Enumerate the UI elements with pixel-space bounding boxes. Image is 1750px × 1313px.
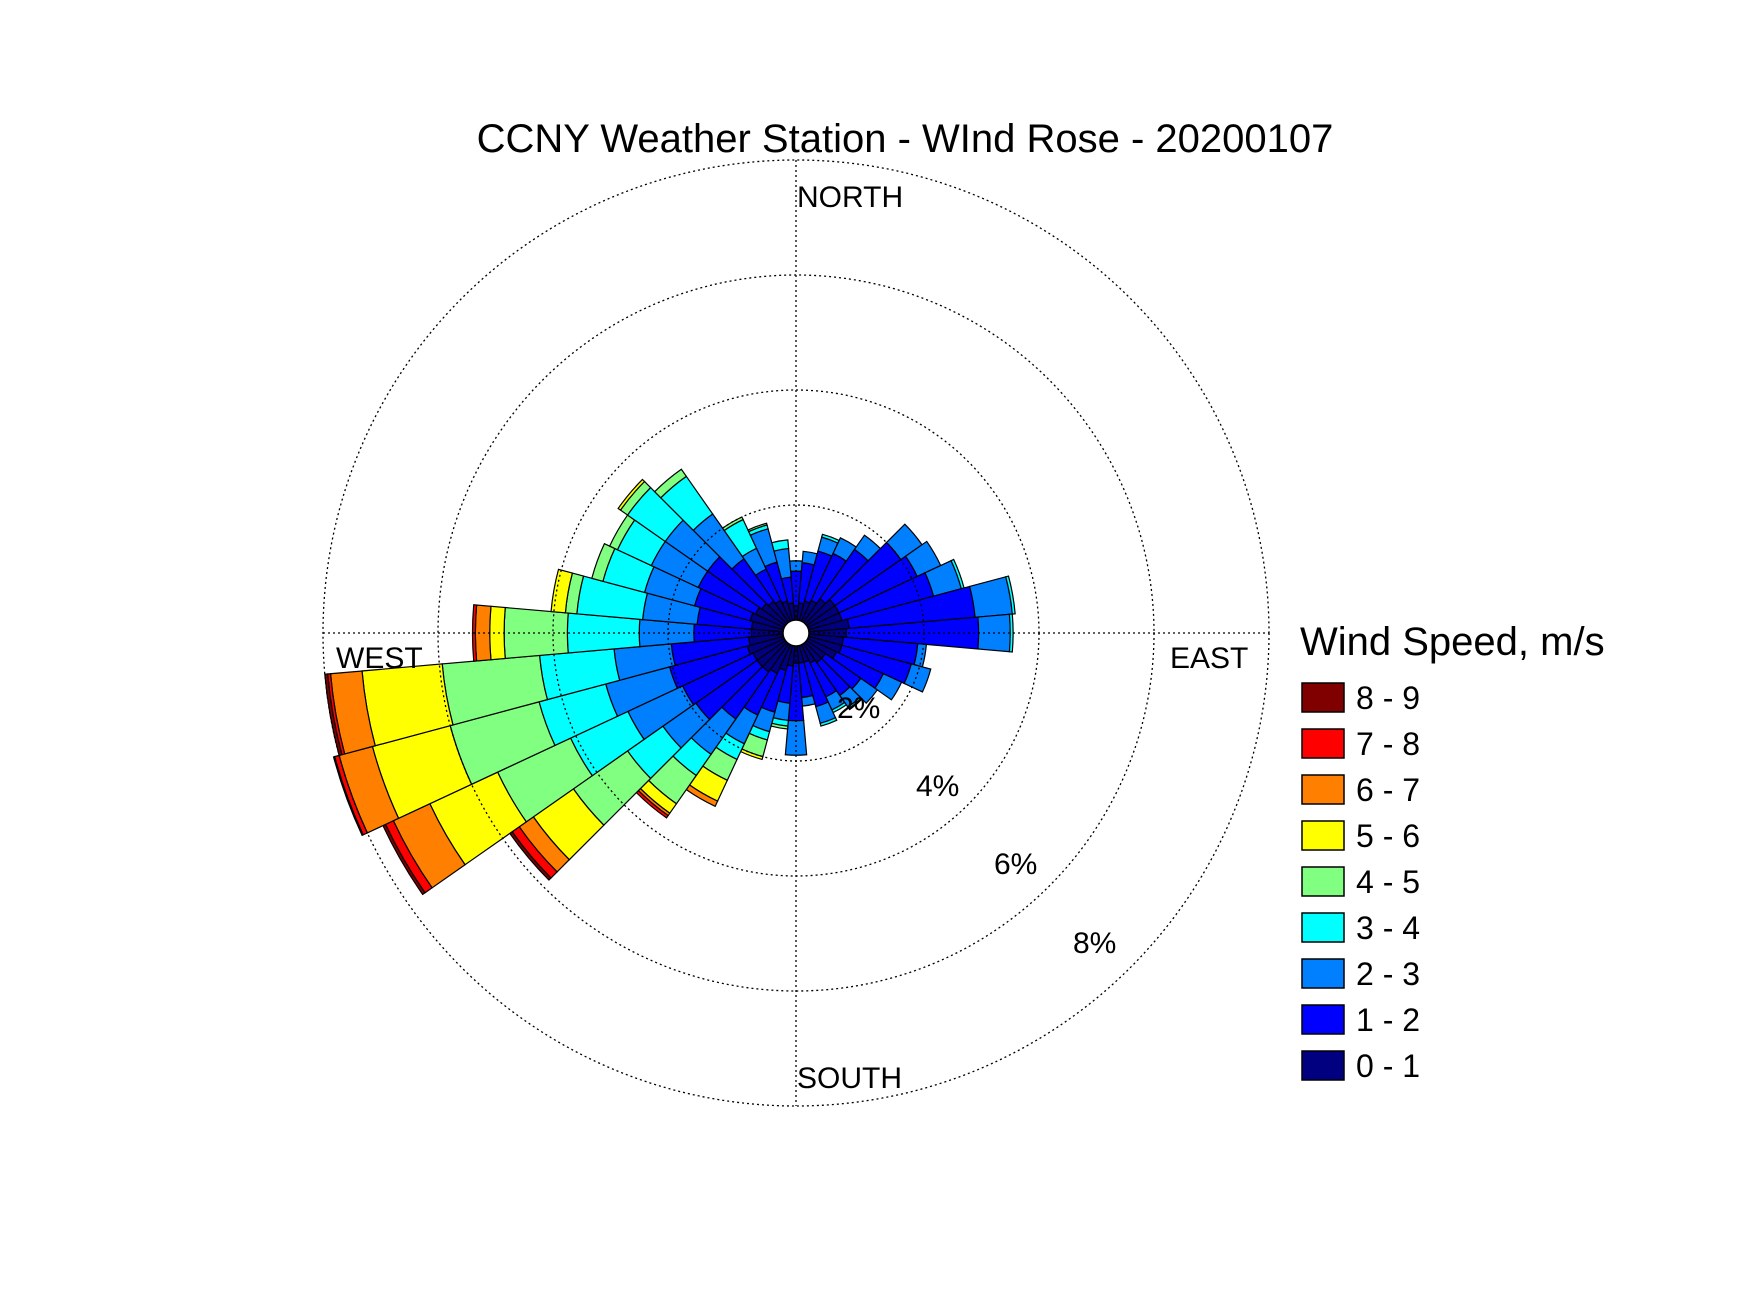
sector-130-bin-2-3 <box>851 677 879 705</box>
direction-label-south: SOUTH <box>797 1062 902 1095</box>
sector-120-bin-2-3 <box>874 672 903 701</box>
sector-250-bin-8-9 <box>332 755 364 837</box>
sector-320-bin-4-5 <box>653 468 688 499</box>
sector-170-bin-2-3 <box>800 694 816 707</box>
legend-title: Wind Speed, m/s <box>1300 620 1605 664</box>
legend-swatch <box>1301 774 1345 805</box>
direction-label-east: EAST <box>1170 642 1248 675</box>
legend-swatch <box>1301 866 1345 897</box>
sector-140-bin-4-5 <box>848 697 863 711</box>
sector-290-bin-4-5 <box>591 542 616 583</box>
ring-label-2: 2% <box>837 692 880 725</box>
legend: Wind Speed, m/s 8 - 9 7 - 8 6 - 7 5 - 6 4 - … <box>1300 620 1605 1084</box>
legend-label: 6 - 7 <box>1356 772 1420 808</box>
direction-label-north: NORTH <box>797 181 903 214</box>
legend-label: 8 - 9 <box>1356 680 1420 716</box>
legend-label: 4 - 5 <box>1356 864 1420 900</box>
legend-label: 1 - 2 <box>1356 1002 1420 1038</box>
sector-260-bin-8-9 <box>324 673 343 757</box>
center-hole <box>782 619 810 647</box>
legend-label: 3 - 4 <box>1356 910 1420 946</box>
sector-80-bin-2-3 <box>968 576 1013 618</box>
legend-label: 5 - 6 <box>1356 818 1420 854</box>
sector-280-bin-5-6 <box>550 568 574 614</box>
legend-swatch <box>1301 682 1345 713</box>
legend-label: 2 - 3 <box>1356 956 1420 992</box>
chart-title: CCNY Weather Station - WInd Rose - 20200… <box>477 117 1334 161</box>
sector-270-bin-5-6 <box>489 605 506 661</box>
legend-swatch <box>1301 820 1345 851</box>
legend-swatch <box>1301 912 1345 943</box>
legend-swatch <box>1301 1004 1345 1035</box>
legend-swatch <box>1301 958 1345 989</box>
sector-310-bin-5-6 <box>617 478 646 511</box>
direction-label-west: WEST <box>336 642 423 675</box>
legend-label: 0 - 1 <box>1356 1048 1420 1084</box>
sector-110-bin-2-3 <box>903 663 932 693</box>
sector-350-bin-3-4 <box>771 539 790 552</box>
legend-swatch <box>1301 1050 1345 1081</box>
rose-sectors <box>324 468 1016 896</box>
ring-label-4: 4% <box>916 770 959 803</box>
polar-grid <box>322 159 1270 1107</box>
sector-180-bin-2-3 <box>784 719 808 756</box>
sector-160-bin-3-4 <box>819 716 838 727</box>
ring-label-8: 8% <box>1073 927 1116 960</box>
legend-swatch <box>1301 728 1345 759</box>
ring-label-6: 6% <box>994 848 1037 881</box>
sector-90-bin-3-4 <box>1008 613 1014 653</box>
sector-340-bin-4-5 <box>747 522 768 533</box>
sector-80-bin-3-4 <box>1004 575 1016 615</box>
legend-label: 7 - 8 <box>1356 726 1420 762</box>
